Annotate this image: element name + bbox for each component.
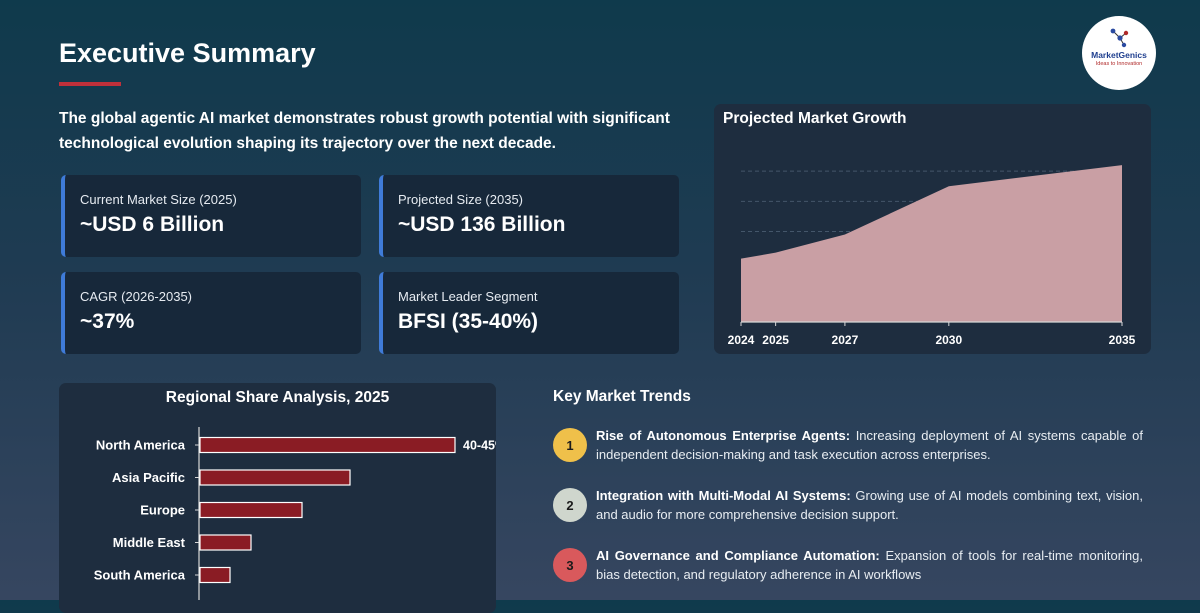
trend-heading: Rise of Autonomous Enterprise Agents:: [596, 428, 851, 443]
trend-text: Rise of Autonomous Enterprise Agents: In…: [596, 426, 1143, 464]
regional-chart-panel: Regional Share Analysis, 2025 North Amer…: [59, 383, 496, 613]
stat-card-current-size: Current Market Size (2025) ~USD 6 Billio…: [61, 175, 361, 257]
logo-name: MarketGenics: [1091, 50, 1147, 60]
bar-data-label: 40-45%: [463, 439, 496, 453]
region-bar: [199, 436, 456, 454]
stat-value: ~USD 136 Billion: [398, 213, 566, 236]
stat-label: Current Market Size (2025): [80, 192, 237, 207]
stat-value: BFSI (35-40%): [398, 310, 539, 333]
market-growth-area: [741, 165, 1122, 322]
brand-logo: MarketGenics Ideas to Innovation: [1082, 16, 1156, 90]
stat-value: ~USD 6 Billion: [80, 213, 225, 236]
page-title: Executive Summary: [59, 38, 316, 68]
stat-card-leader-segment: Market Leader Segment BFSI (35-40%): [379, 272, 679, 354]
stat-value: ~37%: [80, 310, 135, 333]
stat-label: Market Leader Segment: [398, 289, 538, 304]
growth-area-chart: 2024 2025 2027 2030 2035: [728, 165, 1136, 347]
trend-text: AI Governance and Compliance Automation:…: [596, 546, 1143, 584]
x-tick-label: 2025: [762, 333, 789, 347]
trend-description: Growing use of AI models combining text,…: [596, 488, 1143, 522]
trend-description: Increasing deployment of AI systems capa…: [596, 428, 1143, 462]
title-underline: [59, 82, 121, 86]
trend-heading: AI Governance and Compliance Automation:: [596, 548, 880, 563]
stat-label: CAGR (2026-2035): [80, 289, 192, 304]
x-tick-label: 2024: [728, 333, 755, 347]
trend-text: Integration with Multi-Modal AI Systems:…: [596, 486, 1143, 524]
stat-card-projected-size: Projected Size (2035) ~USD 136 Billion: [379, 175, 679, 257]
growth-chart-panel: Projected Market Growth 2024 2025 2027 2030…: [714, 104, 1151, 354]
trends-title: Key Market Trends: [553, 388, 691, 405]
regional-bar-chart: North America 40-45% Asia Pacific Europe Mid…: [94, 427, 496, 600]
x-tick-label: 2035: [1109, 333, 1136, 347]
x-tick-label: 2030: [935, 333, 962, 347]
category-label: Middle East: [113, 535, 186, 550]
region-bar: [199, 534, 252, 551]
category-label: North America: [96, 438, 186, 453]
trend-number-badge: 2: [553, 488, 587, 522]
trend-description: Expansion of tools for real-time monitor…: [596, 548, 1143, 582]
trend-number-badge: 1: [553, 428, 587, 462]
stat-card-cagr: CAGR (2026-2035) ~37%: [61, 272, 361, 354]
trend-number-badge: 3: [553, 548, 587, 582]
intro-text: The global agentic AI market demonstrate…: [59, 110, 670, 152]
x-tick-label: 2027: [832, 333, 859, 347]
regional-chart-title: Regional Share Analysis, 2025: [165, 389, 390, 406]
network-logo-icon: [1110, 28, 1129, 48]
category-label: South America: [94, 568, 186, 583]
logo-tagline: Ideas to Innovation: [1095, 61, 1143, 67]
stat-label: Projected Size (2035): [398, 192, 524, 207]
region-bar: [199, 566, 231, 584]
growth-chart-title: Projected Market Growth: [723, 110, 907, 127]
region-bar: [199, 469, 351, 486]
category-label: Europe: [140, 503, 185, 518]
category-label: Asia Pacific: [112, 470, 185, 485]
region-bar: [199, 501, 303, 519]
trend-heading: Integration with Multi-Modal AI Systems:: [596, 488, 851, 503]
